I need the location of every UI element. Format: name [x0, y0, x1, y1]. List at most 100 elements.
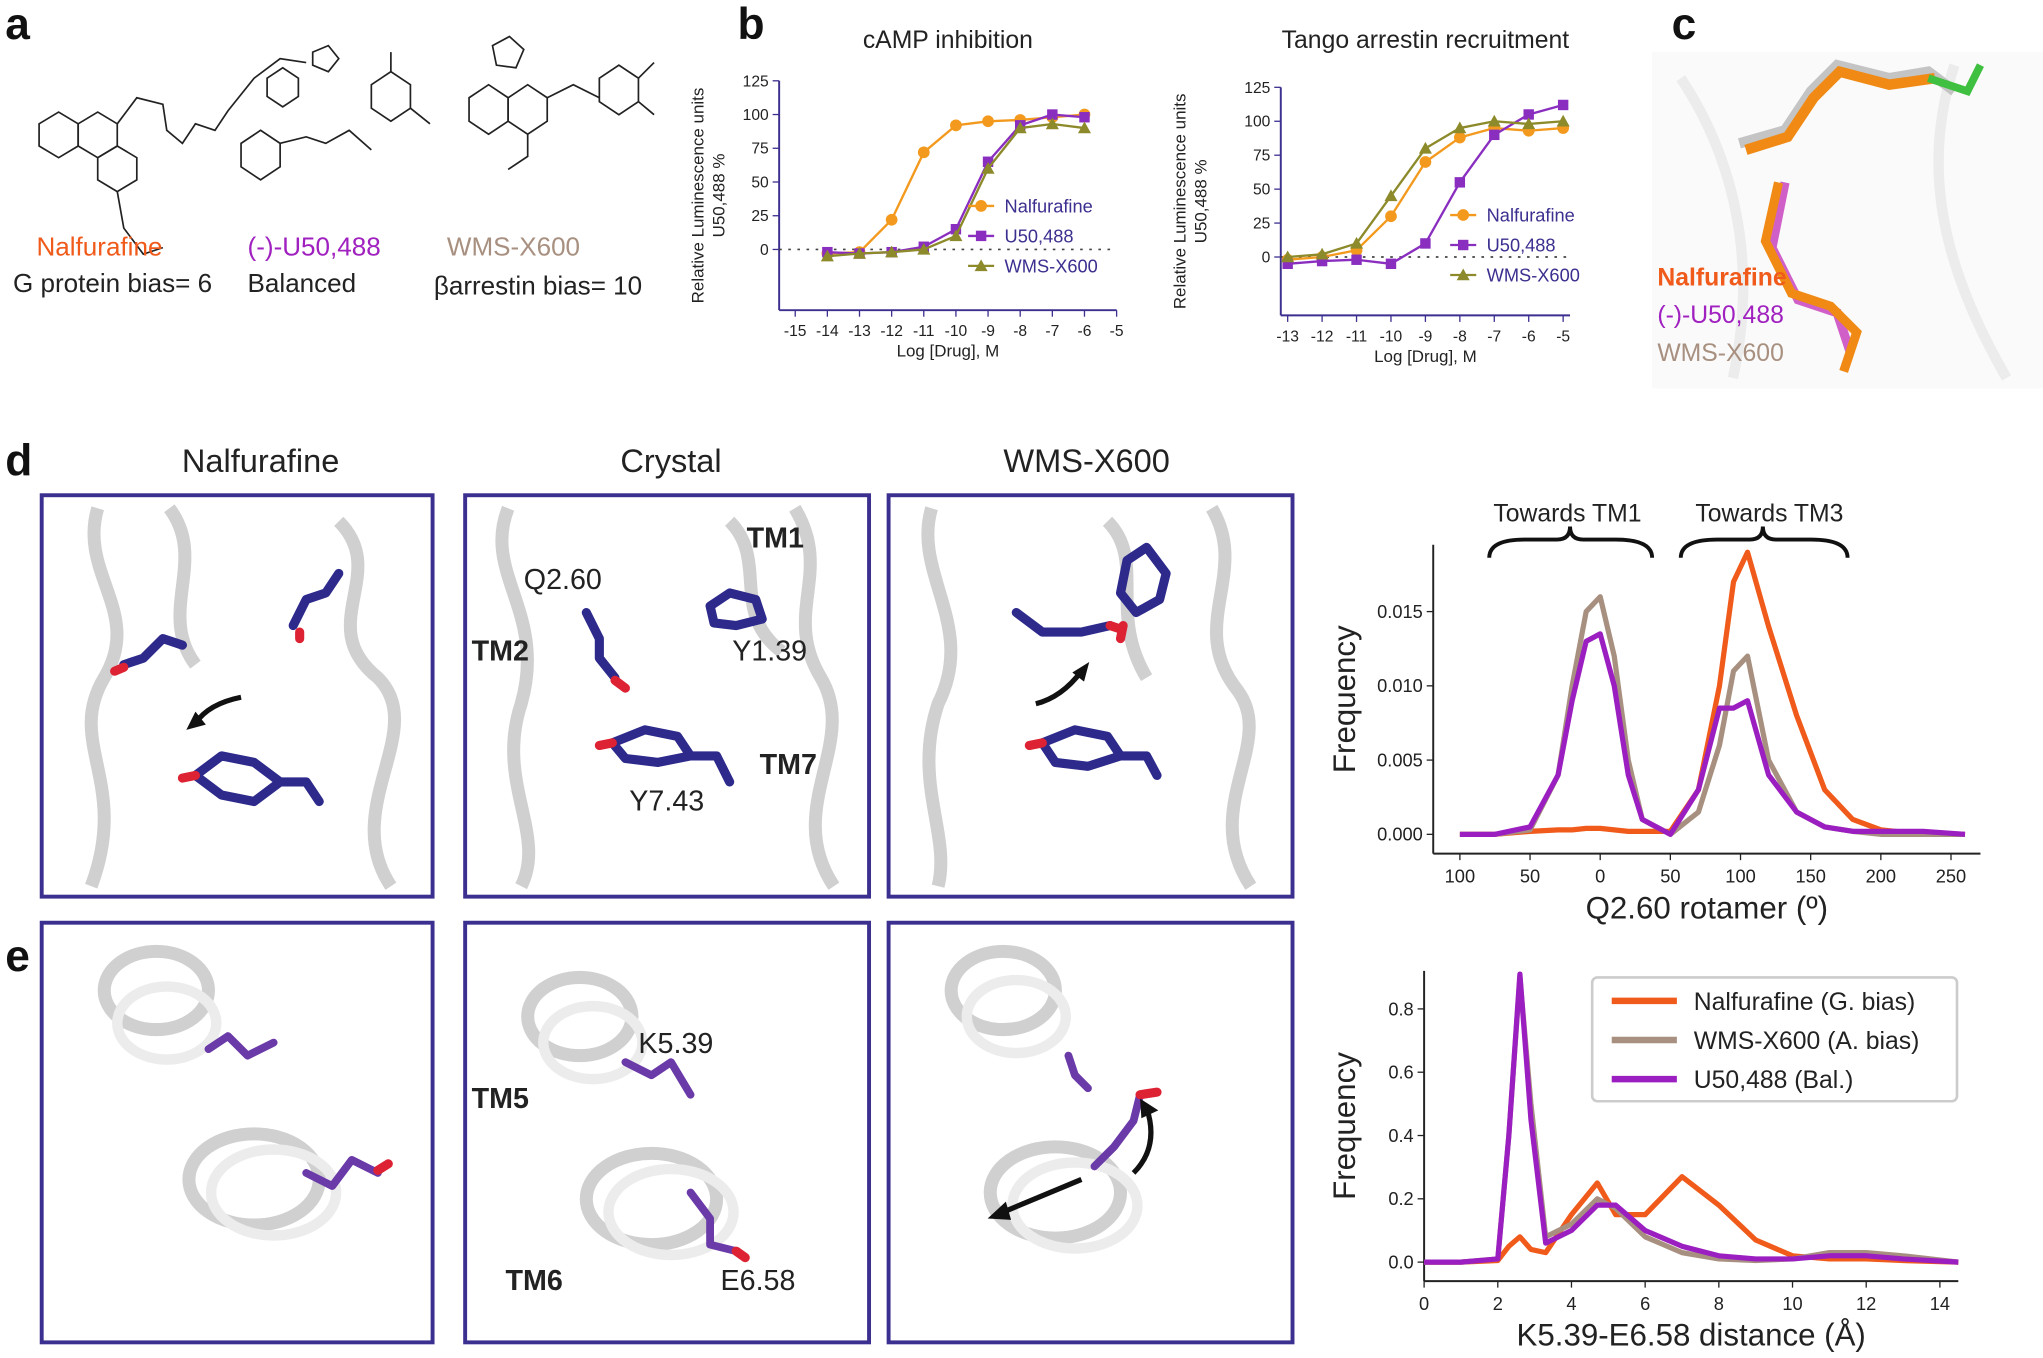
- x-axis-label: Log [Drug], M: [1374, 347, 1477, 366]
- y-tick-label: 75: [751, 141, 769, 158]
- molecules: [38, 35, 655, 256]
- marker: [1045, 117, 1059, 130]
- column-title: Crystal: [620, 443, 721, 479]
- x-tick-label: -6: [1078, 323, 1092, 340]
- marker: [1454, 177, 1466, 188]
- x-tick-label: -11: [1346, 328, 1367, 345]
- brace: [1678, 526, 1850, 559]
- panel-label: d: [5, 437, 32, 486]
- y-tick-label: 100: [1244, 114, 1270, 131]
- marker: [1384, 189, 1398, 202]
- y-axis-label: Frequency: [1327, 625, 1362, 773]
- column-title: WMS-X600: [1003, 443, 1169, 479]
- marker: [982, 115, 994, 128]
- marker: [1351, 254, 1362, 265]
- helix-label: TM6: [506, 1265, 563, 1297]
- helix-label: TM7: [760, 749, 817, 781]
- residue-label: Y1.39: [732, 636, 807, 668]
- x-tick-label: -11: [913, 323, 934, 340]
- legend-marker: [1457, 239, 1469, 251]
- x-tick-label: -12: [1311, 328, 1334, 345]
- marker: [885, 245, 899, 258]
- y-tick-label: 0.0: [1388, 1252, 1413, 1273]
- annotation: Towards TM3: [1695, 500, 1843, 527]
- marker: [981, 161, 995, 174]
- marker: [1487, 114, 1501, 127]
- ligand-label: WMS-X600: [1657, 340, 1784, 367]
- marker: [1385, 210, 1397, 223]
- legend-label: WMS-X600: [1487, 265, 1580, 286]
- x-tick-label: -7: [1045, 323, 1059, 340]
- helix-label: TM5: [472, 1083, 529, 1115]
- y-axis-label: Frequency: [1327, 1052, 1362, 1200]
- marker: [1047, 109, 1058, 120]
- series-line: [1424, 1174, 1959, 1265]
- marker: [1523, 109, 1534, 120]
- x-tick-label: 100: [1445, 865, 1475, 886]
- compound-name: WMS-X600: [447, 231, 580, 261]
- y-tick-label: 75: [1253, 148, 1271, 165]
- y-tick-label: 0.8: [1388, 998, 1413, 1019]
- marker: [949, 229, 963, 242]
- marker: [1315, 247, 1329, 260]
- x-tick-label: 10: [1782, 1293, 1802, 1314]
- marker: [1453, 131, 1466, 144]
- marker: [1522, 117, 1536, 130]
- ligand-label: Nalfurafine: [1657, 264, 1786, 291]
- marker: [1281, 250, 1295, 263]
- marker: [982, 156, 994, 167]
- y-tick-label: 125: [1244, 80, 1270, 97]
- legend-label: WMS-X600: [1005, 255, 1098, 276]
- helix-label: TM1: [747, 522, 804, 554]
- x-tick-label: 6: [1640, 1293, 1650, 1314]
- x-axis-label: Q2.60 rotamer (º): [1586, 890, 1828, 925]
- x-tick-label: -6: [1522, 328, 1536, 345]
- ligand-label: (-)-U50,488: [1657, 302, 1784, 329]
- marker: [917, 146, 930, 159]
- marker: [1282, 258, 1293, 270]
- legend-label: WMS-X600 (A. bias): [1694, 1028, 1920, 1055]
- panel-label: a: [5, 0, 30, 49]
- marker: [1316, 255, 1328, 267]
- marker: [1077, 121, 1091, 134]
- y-axis-label: U50,488 %: [709, 154, 728, 238]
- legend-label: U50,488: [1005, 225, 1074, 246]
- series-line: [1459, 549, 1966, 837]
- x-tick-label: 8: [1714, 1293, 1724, 1314]
- x-tick-label: 150: [1795, 865, 1825, 886]
- y-tick-label: 50: [751, 174, 769, 191]
- x-axis-label: K5.39-E6.58 distance (Å): [1517, 1318, 1866, 1353]
- x-tick-label: -13: [1276, 328, 1299, 345]
- x-axis-label: Log [Drug], M: [897, 342, 1000, 361]
- ligand-overlay: [1652, 52, 2043, 389]
- annotation: Towards TM1: [1493, 500, 1641, 527]
- marker: [950, 119, 962, 132]
- y-axis-label: Relative Luminescence units: [689, 88, 708, 304]
- structure-views: [39, 493, 1295, 1345]
- y-tick-label: 0: [1262, 249, 1271, 266]
- marker: [1489, 129, 1500, 141]
- residue-label: K5.39: [638, 1028, 713, 1060]
- x-tick-label: 12: [1856, 1293, 1876, 1314]
- x-tick-label: -7: [1487, 328, 1501, 345]
- legend-marker: [975, 200, 987, 212]
- x-tick-label: 0: [1419, 1293, 1429, 1314]
- legend-label: Nalfurafine (G. bias): [1694, 989, 1915, 1016]
- legend-box: [1590, 976, 1959, 1103]
- marker: [1385, 258, 1397, 270]
- x-tick-label: -13: [848, 323, 871, 340]
- x-tick-label: -10: [945, 323, 968, 340]
- marker: [852, 246, 867, 259]
- marker: [820, 249, 834, 262]
- compound-name: Nalfurafine: [36, 231, 162, 261]
- y-tick-label: 25: [751, 208, 769, 225]
- x-tick-label: -12: [880, 323, 903, 340]
- residue-label: Y7.43: [629, 786, 704, 818]
- x-tick-label: 4: [1566, 1293, 1576, 1314]
- marker: [885, 213, 898, 226]
- x-tick-label: 50: [1520, 865, 1540, 886]
- y-tick-label: 100: [743, 107, 769, 124]
- series-line: [1424, 971, 1959, 1265]
- x-tick-label: 2: [1493, 1293, 1503, 1314]
